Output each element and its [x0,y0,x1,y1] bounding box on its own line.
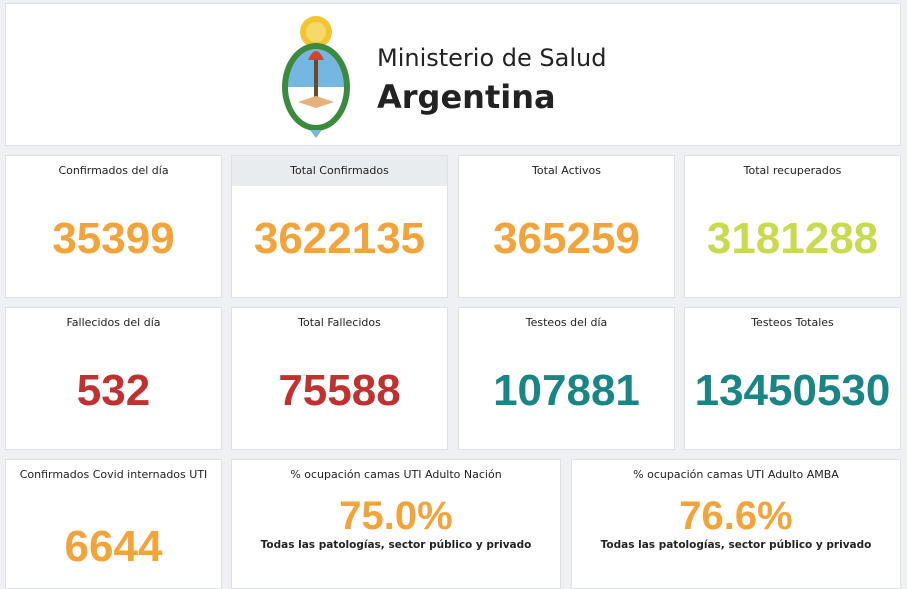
stat-card: Confirmados del día 35399 [5,155,222,298]
card-value: 75588 [278,366,401,415]
card-value: 13450530 [694,366,891,415]
coat-of-arms [282,16,350,138]
dashboard: Ministerio de Salud Argentina (() => { c… [5,3,901,589]
card-note: Todas las patologías, sector público y p… [260,539,532,551]
card-value: 75.0% [339,494,453,538]
card-value: 3622135 [253,214,426,263]
stat-card: Total Activos 365259 [458,155,675,298]
card-label: Confirmados del día [58,164,169,177]
card-value: 107881 [493,366,640,415]
stat-card: Testeos del día 107881 [458,307,675,450]
stat-card: Confirmados Covid internados UTI 6644 [5,459,222,589]
card-label: Testeos Totales [751,316,834,329]
card-label: Fallecidos del día [66,316,161,329]
card-value: 35399 [52,214,175,263]
stat-card: Fallecidos del día 532 [5,307,222,450]
card-value: 6644 [64,522,163,571]
stat-card: Total recuperados 3181288 [684,155,901,298]
card-label: Total Fallecidos [298,316,381,329]
stat-card: Total Confirmados 3622135 [231,155,448,298]
card-label: Confirmados Covid internados UTI [19,468,208,481]
card-label: % ocupación camas UTI Adulto AMBA [633,468,839,481]
header-title: Ministerio de Salud [377,44,607,72]
card-value: 532 [76,366,151,415]
card-label: % ocupación camas UTI Adulto Nación [290,468,502,481]
header-card: Ministerio de Salud Argentina [5,3,901,146]
stat-card: % ocupación camas UTI Adulto AMBA 76.6% To… [571,459,901,589]
stat-card: Total Fallecidos 75588 [231,307,448,450]
card-label: Total Confirmados [232,156,447,186]
card-note: Todas las patologías, sector público y p… [600,539,872,551]
card-label: Total recuperados [743,164,842,177]
stat-card: Testeos Totales 13450530 [684,307,901,450]
card-value: 76.6% [679,494,793,538]
card-label: Testeos del día [525,316,608,329]
card-label: Total Activos [532,164,601,177]
header-subtitle: Argentina [377,78,556,116]
card-value: 3181288 [706,214,879,263]
card-value: 365259 [493,214,640,263]
stat-card: % ocupación camas UTI Adulto Nación 75.0%… [231,459,561,589]
